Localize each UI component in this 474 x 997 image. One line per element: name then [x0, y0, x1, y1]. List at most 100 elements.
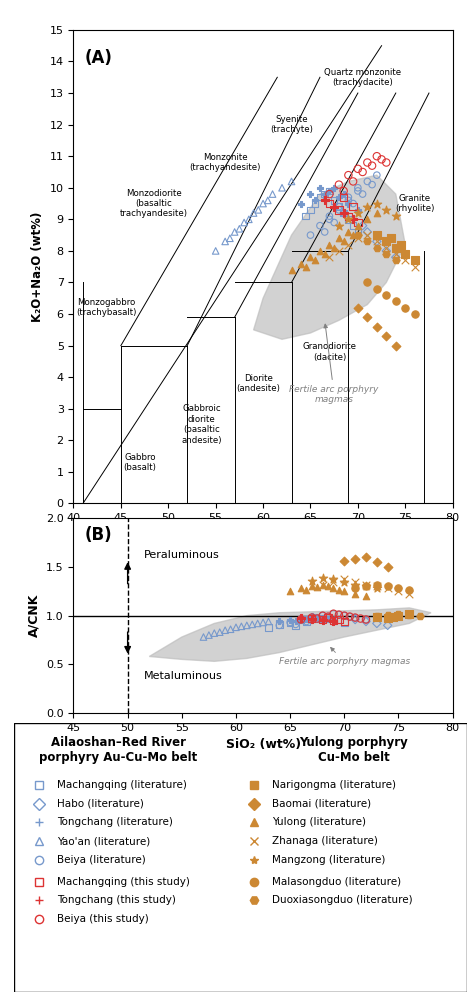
- Point: [383, 240, 390, 256]
- Text: Peraluminous: Peraluminous: [144, 550, 219, 560]
- Point: [321, 186, 328, 202]
- Point: [351, 586, 359, 602]
- Point: [330, 611, 337, 627]
- Point: [406, 586, 413, 602]
- Point: [364, 155, 371, 170]
- Point: [362, 549, 370, 565]
- Point: [395, 580, 402, 596]
- Point: [340, 553, 348, 569]
- Point: [316, 217, 324, 233]
- Point: [243, 617, 251, 633]
- Point: [373, 167, 381, 183]
- Point: [383, 202, 390, 218]
- Point: [302, 259, 310, 275]
- Point: [340, 573, 348, 589]
- Point: [307, 202, 314, 218]
- Point: [373, 608, 381, 624]
- Point: [335, 189, 343, 205]
- Point: [335, 607, 343, 623]
- Point: [364, 227, 371, 243]
- Point: [392, 246, 400, 262]
- Text: Baomai (literature): Baomai (literature): [272, 799, 371, 809]
- Point: [330, 612, 337, 628]
- Point: [340, 205, 347, 221]
- Point: [354, 224, 362, 240]
- Text: Fertile arc porphyry magmas: Fertile arc porphyry magmas: [279, 647, 410, 666]
- Text: Narigongma (literature): Narigongma (literature): [272, 780, 396, 790]
- Point: [330, 612, 337, 628]
- Point: [395, 606, 402, 622]
- Point: [354, 205, 362, 221]
- Point: [264, 619, 272, 635]
- Point: [364, 233, 371, 249]
- Point: [330, 214, 338, 230]
- Point: [345, 211, 352, 227]
- Point: [383, 155, 390, 170]
- Text: Metaluminous: Metaluminous: [144, 671, 223, 681]
- Point: [392, 249, 400, 265]
- Point: [311, 192, 319, 208]
- Point: [364, 173, 371, 189]
- Point: [373, 608, 381, 624]
- Point: [326, 208, 333, 224]
- Text: Monzodiorite
(basaltic
trachyandesite): Monzodiorite (basaltic trachyandesite): [120, 188, 188, 218]
- Point: [330, 570, 337, 586]
- Point: [227, 621, 234, 637]
- Point: [411, 306, 419, 322]
- Point: [373, 615, 381, 631]
- Point: [354, 202, 362, 218]
- Point: [292, 612, 300, 628]
- Text: Yulong porphyry
Cu-Mo belt: Yulong porphyry Cu-Mo belt: [300, 736, 408, 765]
- Point: [345, 236, 352, 252]
- Point: [340, 205, 347, 221]
- Text: Tongchang (this study): Tongchang (this study): [57, 895, 176, 905]
- Point: [319, 610, 327, 626]
- Point: [384, 580, 392, 596]
- Point: [324, 608, 332, 624]
- Point: [392, 338, 400, 354]
- Point: [354, 227, 362, 243]
- Point: [345, 208, 352, 224]
- Point: [302, 208, 310, 224]
- Point: [345, 224, 352, 240]
- Point: [326, 186, 333, 202]
- Point: [378, 152, 385, 167]
- Y-axis label: A/CNK: A/CNK: [27, 594, 40, 637]
- Point: [384, 617, 392, 633]
- Point: [330, 606, 337, 622]
- Point: [373, 149, 381, 165]
- Point: [349, 217, 357, 233]
- Point: [302, 582, 310, 598]
- Point: [324, 608, 332, 624]
- Point: [307, 249, 314, 265]
- Point: [324, 609, 332, 625]
- Point: [373, 227, 381, 243]
- Point: [340, 614, 348, 630]
- Point: [308, 609, 316, 625]
- Y-axis label: K₂O+Na₂O (wt%): K₂O+Na₂O (wt%): [31, 211, 44, 322]
- Point: [354, 230, 362, 246]
- Point: [319, 608, 327, 624]
- Point: [286, 614, 294, 630]
- Point: [389, 608, 397, 624]
- Point: [335, 198, 343, 214]
- Point: [313, 610, 321, 626]
- Text: Beiya (this study): Beiya (this study): [57, 914, 149, 924]
- Point: [340, 233, 347, 249]
- Point: [200, 629, 207, 645]
- Point: [373, 233, 381, 249]
- Text: Diorite
(andesite): Diorite (andesite): [237, 374, 280, 393]
- Point: [373, 281, 381, 297]
- Point: [275, 617, 283, 633]
- Text: Granite
(rhyolite): Granite (rhyolite): [395, 193, 435, 213]
- Point: [321, 224, 328, 240]
- Point: [321, 246, 328, 262]
- Point: [340, 613, 348, 629]
- Point: [349, 211, 357, 227]
- Point: [308, 572, 316, 588]
- Point: [395, 583, 402, 599]
- Point: [345, 211, 352, 227]
- Point: [308, 610, 316, 626]
- Point: [340, 608, 348, 624]
- Point: [392, 240, 400, 256]
